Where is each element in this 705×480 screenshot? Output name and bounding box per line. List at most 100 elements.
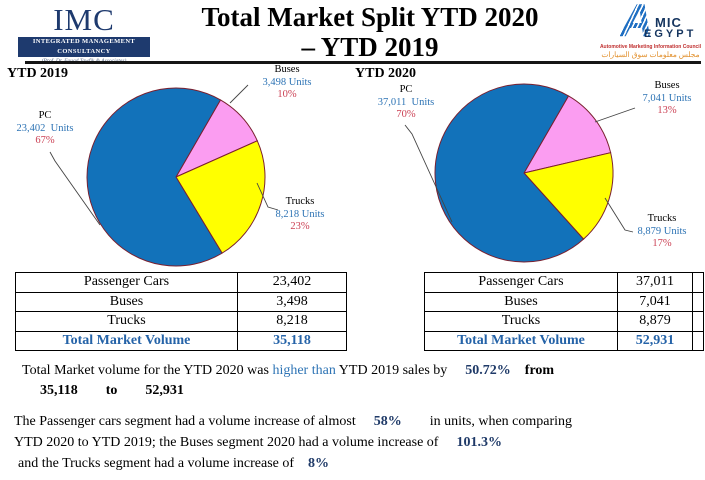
pie-slice-trucks [523, 152, 614, 240]
pie-label-2019-buses: Buses 3,498 Units 10% [246, 64, 328, 102]
amic-logo-tagline-english: Automotive Marketing Information Council [599, 44, 702, 50]
summary-line: The Passenger cars segment had a volume … [14, 411, 700, 432]
pie-label-percent: 70% [396, 109, 416, 120]
pie-label-units: 8,879 Units [637, 225, 687, 237]
pie-label-name: Buses [274, 64, 300, 75]
row-label: Passenger Cars [15, 272, 238, 293]
summary-text: YTD 2019 sales by [335, 363, 448, 378]
pie-ytd-2019 [86, 87, 266, 267]
row-spacer [692, 272, 704, 293]
pie-label-2020-pc: PC 37,011 Units 70% [365, 84, 447, 122]
table-row: Trucks 8,218 [15, 311, 347, 332]
summary-text: YTD 2020 to YTD 2019; the Buses segment … [14, 435, 439, 450]
pie-label-percent: 10% [277, 89, 297, 100]
callout-line-2020-pc [404, 124, 453, 223]
table-row: Passenger Cars 23,402 [15, 272, 347, 293]
callout-line-2020-trucks [604, 197, 634, 233]
pie-label-percent: 23% [290, 221, 310, 232]
table-row-total: Total Market Volume 35,118 [15, 330, 347, 351]
callout-line-2019-buses [229, 84, 249, 104]
row-label: Trucks [424, 311, 618, 332]
callout-line-2019-pc [49, 151, 101, 226]
header-divider-rule [25, 61, 701, 64]
summary-text-from: from [524, 363, 555, 378]
summary-value-buses-increase: 101.3% [456, 435, 502, 450]
pie-label-name: Trucks [285, 196, 315, 207]
summary-line: 35,118 to 52,931 [22, 381, 694, 401]
pie-slice-pc [86, 87, 223, 267]
summary-paragraph-total-market: Total Market volume for the YTD 2020 was… [22, 361, 694, 401]
pie-label-name: Buses [654, 80, 680, 91]
table-row: Buses 3,498 [15, 291, 347, 312]
table-row-total: Total Market Volume 52,931 [424, 330, 704, 351]
row-label: Passenger Cars [424, 272, 618, 293]
callout-line-2019-trucks [256, 182, 279, 211]
amic-logo-mic: MIC [655, 15, 682, 30]
row-value: 8,879 [617, 311, 693, 332]
pie-label-2019-pc: PC 23,402 Units 67% [4, 110, 86, 148]
row-spacer [692, 291, 704, 312]
pie-ytd-2020 [434, 83, 614, 263]
summary-text: in units, when comparing [429, 414, 573, 429]
row-value: 3,498 [237, 291, 347, 312]
summary-text: The Passenger cars segment had a volume … [14, 414, 356, 429]
amic-logo: A MIC EGYPT Automotive Marketing Informa… [598, 0, 703, 60]
pie-label-units: 8,218 Units [275, 208, 325, 220]
row-label: Total Market Volume [424, 330, 618, 351]
page-title-line1: Total Market Split YTD 2020 [201, 2, 539, 32]
pie-label-percent: 67% [35, 135, 55, 146]
row-label: Total Market Volume [15, 330, 238, 351]
pie-label-2019-trucks: Trucks 8,218 Units 23% [260, 196, 340, 234]
callout-line-2020-buses [594, 107, 636, 123]
amic-logo-egypt: EGYPT [644, 28, 697, 40]
chart-title-ytd-2019: YTD 2019 [7, 66, 69, 81]
pie-label-units: 37,011 Units [377, 96, 435, 108]
row-spacer [692, 330, 704, 351]
summary-text: Total Market volume for the YTD 2020 was [22, 363, 273, 378]
row-value: 37,011 [617, 272, 693, 293]
summary-text-to: to [105, 383, 118, 398]
pie-label-name: Trucks [647, 213, 677, 224]
row-label: Trucks [15, 311, 238, 332]
pie-slice-trucks [175, 140, 266, 254]
row-label: Buses [424, 291, 618, 312]
table-row: Buses 7,041 [424, 291, 704, 312]
summary-line: YTD 2020 to YTD 2019; the Buses segment … [14, 432, 700, 453]
summary-line: Total Market volume for the YTD 2020 was… [22, 361, 694, 381]
amic-logo-tagline-arabic: مجلس معلومات سوق السيارات [601, 50, 700, 59]
row-value: 7,041 [617, 291, 693, 312]
imc-logo: IMC Integrated Management Consultancy (P… [18, 4, 150, 64]
summary-value-ytd2019-total: 35,118 [40, 383, 78, 398]
pie-label-units: 23,402 Units [16, 122, 74, 134]
pie-label-units: 7,041 Units [642, 92, 692, 104]
pie-label-percent: 17% [652, 238, 672, 249]
row-label: Buses [15, 291, 238, 312]
table-ytd-2019: Passenger Cars 23,402 Buses 3,498 Trucks… [15, 272, 347, 351]
row-value: 23,402 [237, 272, 347, 293]
pie-label-name: PC [38, 110, 52, 121]
row-value: 8,218 [237, 311, 347, 332]
summary-paragraph-segments: The Passenger cars segment had a volume … [14, 411, 700, 474]
summary-highlight-higher-than: higher than [272, 363, 336, 378]
summary-value-ytd2020-total: 52,931 [145, 383, 184, 398]
summary-value-growth-percent: 50.72% [465, 363, 511, 378]
pie-charts-canvas [49, 83, 636, 267]
summary-value-pc-increase: 58% [373, 414, 402, 429]
pie-slice-pc [434, 83, 585, 263]
table-ytd-2020: Passenger Cars 37,011 Buses 7,041 Trucks… [424, 272, 704, 351]
page-title: Total Market Split YTD 2020 – YTD 2019 [150, 2, 590, 62]
summary-line: and the Trucks segment had a volume incr… [14, 453, 700, 474]
pie-label-2020-buses: Buses 7,041 Units 13% [627, 80, 705, 118]
pie-label-units: 3,498 Units [262, 76, 312, 88]
table-row: Trucks 8,879 [424, 311, 704, 332]
imc-logo-banner: Integrated Management Consultancy [18, 37, 150, 57]
pie-label-2020-trucks: Trucks 8,879 Units 17% [622, 213, 702, 251]
page-title-line2: – YTD 2019 [301, 32, 439, 62]
imc-logo-acronym: IMC [53, 2, 115, 37]
pie-label-name: PC [399, 84, 413, 95]
row-spacer [692, 311, 704, 332]
pie-label-percent: 13% [657, 105, 677, 116]
row-value: 35,118 [237, 330, 347, 351]
amic-logo-a-glyph: A [620, 0, 653, 44]
summary-value-trucks-increase: 8% [308, 456, 330, 471]
